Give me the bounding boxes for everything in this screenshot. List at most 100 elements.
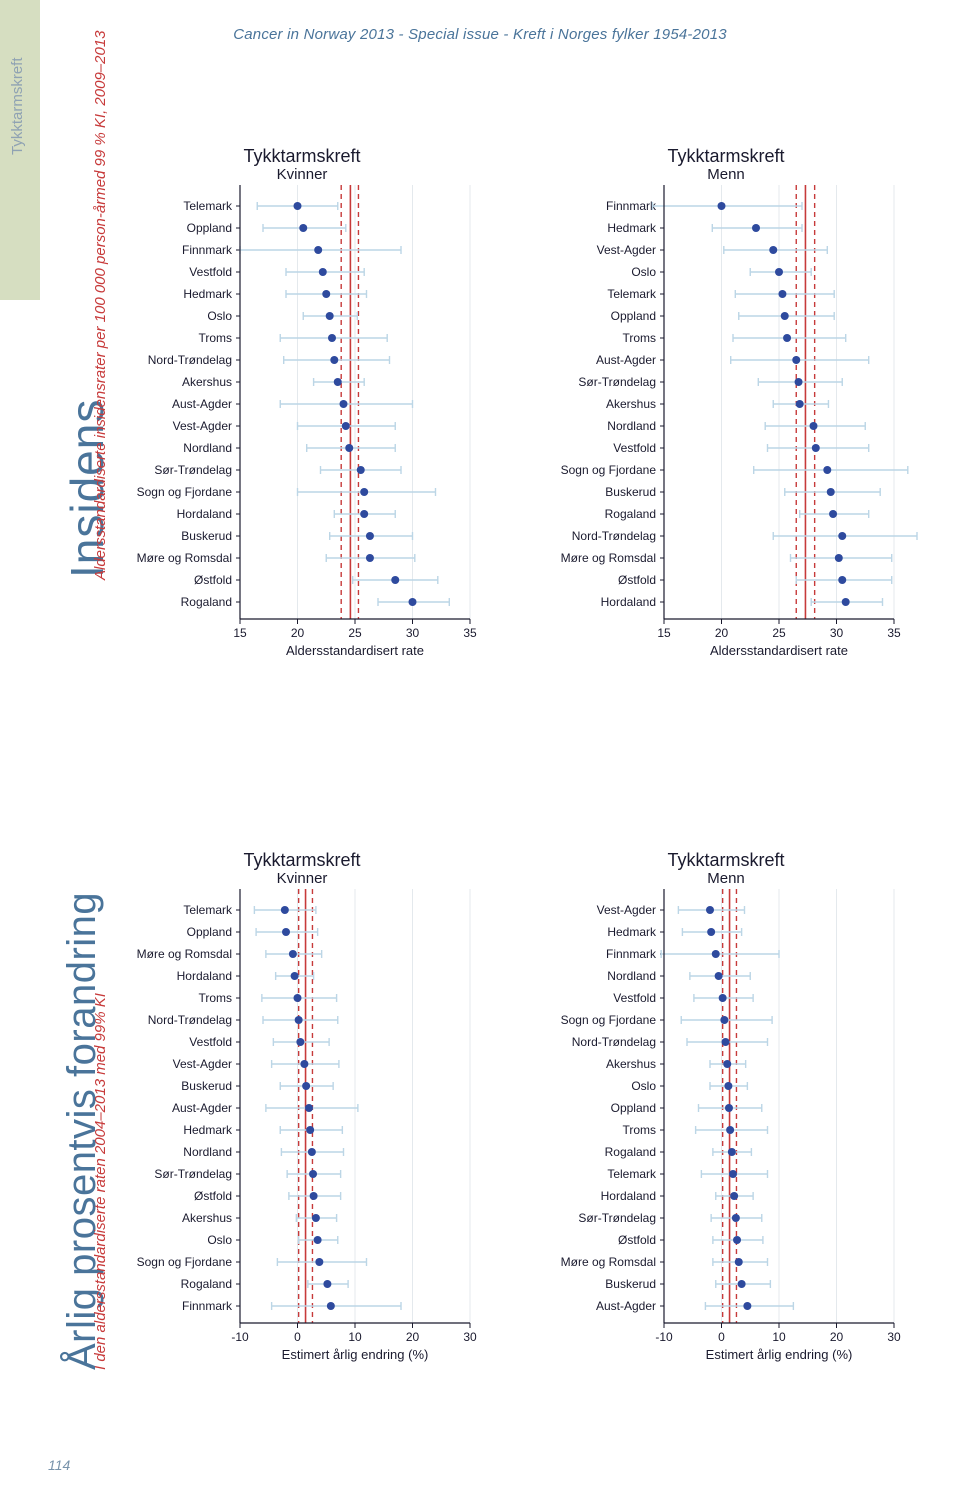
data-point: [294, 994, 302, 1002]
row-label: Buskerud: [181, 1079, 232, 1093]
plot-area: TelemarkOpplandFinnmarkVestfoldHedmarkOs…: [104, 185, 500, 664]
data-point: [323, 1280, 331, 1288]
page-number: 114: [48, 1457, 70, 1473]
row-label: Nordland: [183, 1145, 232, 1159]
chart-title: TykktarmskreftKvinner: [104, 850, 500, 887]
data-point: [289, 950, 297, 958]
chart-title-main: Tykktarmskreft: [104, 146, 500, 167]
chart-title-main: Tykktarmskreft: [528, 146, 924, 167]
row-label: Østfold: [618, 573, 656, 587]
data-point: [723, 1060, 731, 1068]
data-point: [299, 224, 307, 232]
plot-area: TelemarkOpplandMøre og RomsdalHordalandT…: [104, 889, 500, 1368]
data-point: [300, 1060, 308, 1068]
x-tick-label: 25: [348, 626, 362, 640]
chart-c1: TykktarmskreftKvinnerTelemarkOpplandFinn…: [104, 146, 500, 664]
row-label: Sogn og Fjordane: [561, 1013, 657, 1027]
row-label: Nord-Trøndelag: [572, 529, 656, 543]
data-point: [328, 334, 336, 342]
row-label: Vest-Agder: [597, 243, 656, 257]
row-label: Hordaland: [177, 507, 232, 521]
data-point: [327, 1302, 335, 1310]
row-label: Møre og Romsdal: [561, 551, 656, 565]
row-label: Hordaland: [601, 595, 656, 609]
data-point: [796, 400, 804, 408]
data-point: [322, 290, 330, 298]
row-label: Nord-Trøndelag: [572, 1035, 656, 1049]
chart-title-sub: Kvinner: [104, 166, 500, 183]
data-point: [718, 202, 726, 210]
data-point: [409, 598, 417, 606]
chart-title: TykktarmskreftMenn: [528, 146, 924, 183]
row-label: Akershus: [182, 1211, 232, 1225]
x-axis-label: Estimert årlig endring (%): [706, 1347, 853, 1362]
data-point: [345, 444, 353, 452]
row-label: Oslo: [207, 1233, 232, 1247]
data-point: [312, 1214, 320, 1222]
data-point: [366, 554, 374, 562]
data-point: [314, 1236, 322, 1244]
data-point: [829, 510, 837, 518]
row-label: Rogaland: [181, 595, 232, 609]
row-label: Oppland: [187, 925, 232, 939]
x-axis-label: Aldersstandardisert rate: [710, 643, 848, 658]
data-point: [783, 334, 791, 342]
row-label: Telemark: [183, 199, 233, 213]
x-tick-label: 0: [294, 1330, 301, 1344]
x-tick-label: 15: [233, 626, 247, 640]
row-label: Sør-Trøndelag: [154, 1167, 232, 1181]
row-label: Vest-Agder: [597, 903, 656, 917]
row-label: Østfold: [194, 573, 232, 587]
row-label: Sogn og Fjordane: [137, 1255, 233, 1269]
row-label: Hedmark: [607, 221, 657, 235]
data-point: [296, 1038, 304, 1046]
chart-title-sub: Kvinner: [104, 870, 500, 887]
x-tick-label: 25: [772, 626, 786, 640]
row-label: Nord-Trøndelag: [148, 353, 232, 367]
row-label: Østfold: [194, 1189, 232, 1203]
x-tick-label: 10: [772, 1330, 786, 1344]
row-label: Møre og Romsdal: [561, 1255, 656, 1269]
chart-c4: TykktarmskreftMennVest-AgderHedmarkFinnm…: [528, 850, 924, 1368]
row-label: Rogaland: [181, 1277, 232, 1291]
x-tick-label: 20: [406, 1330, 420, 1344]
row-label: Aust-Agder: [172, 1101, 232, 1115]
data-point: [309, 1170, 317, 1178]
row-label: Finnmark: [606, 947, 657, 961]
row-label: Vest-Agder: [173, 1057, 232, 1071]
data-point: [730, 1192, 738, 1200]
x-tick-label: 0: [718, 1330, 725, 1344]
row-label: Vestfold: [189, 1035, 232, 1049]
row-label: Rogaland: [605, 507, 656, 521]
data-point: [838, 576, 846, 584]
data-point: [835, 554, 843, 562]
row-label: Troms: [198, 991, 232, 1005]
row-label: Oslo: [631, 265, 656, 279]
x-tick-label: -10: [655, 1330, 673, 1344]
plot-area: Vest-AgderHedmarkFinnmarkNordlandVestfol…: [528, 889, 924, 1368]
data-point: [305, 1104, 313, 1112]
row-label: Buskerud: [605, 485, 656, 499]
row-label: Oppland: [611, 309, 656, 323]
row-label: Sogn og Fjordane: [137, 485, 233, 499]
chart-title: TykktarmskreftKvinner: [104, 146, 500, 183]
data-point: [302, 1082, 310, 1090]
data-point: [823, 466, 831, 474]
data-point: [769, 246, 777, 254]
x-tick-label: 10: [348, 1330, 362, 1344]
row-label: Vest-Agder: [173, 419, 232, 433]
data-point: [334, 378, 342, 386]
row-label: Buskerud: [181, 529, 232, 543]
row-label: Aust-Agder: [172, 397, 232, 411]
row-label: Akershus: [606, 1057, 656, 1071]
chart-title-main: Tykktarmskreft: [528, 850, 924, 871]
row-label: Sør-Trøndelag: [578, 1211, 656, 1225]
data-point: [795, 378, 803, 386]
row-label: Nordland: [607, 969, 656, 983]
document-header: Cancer in Norway 2013 - Special issue - …: [0, 26, 960, 43]
data-point: [810, 422, 818, 430]
row-label: Telemark: [607, 287, 657, 301]
data-point: [294, 202, 302, 210]
x-axis-label: Estimert årlig endring (%): [282, 1347, 429, 1362]
data-point: [366, 532, 374, 540]
